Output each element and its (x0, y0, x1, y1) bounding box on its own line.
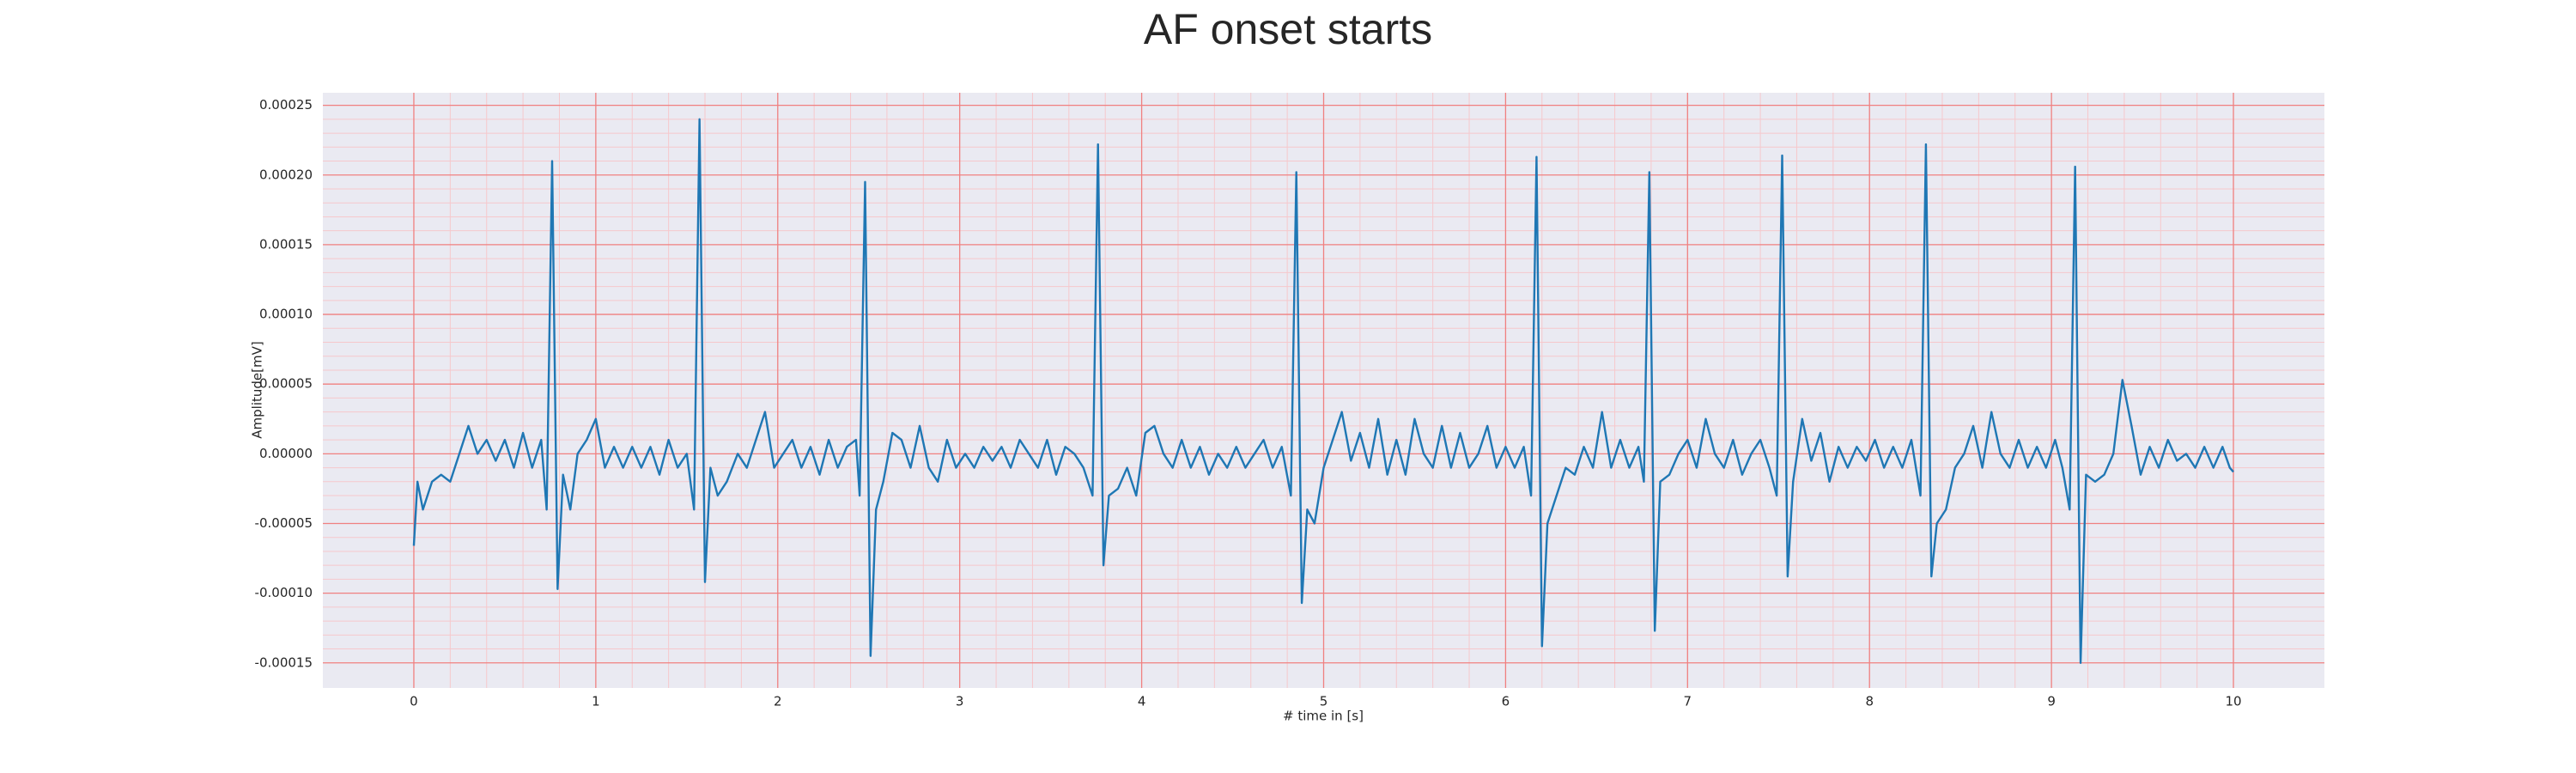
y-tick-label: 0.00020 (259, 167, 313, 182)
ecg-line (412, 118, 2234, 664)
y-tick-label: 0.00010 (259, 307, 313, 322)
x-tick-label: 0 (410, 694, 418, 709)
x-tick-label: 9 (2047, 694, 2056, 709)
x-tick-label: 8 (1865, 694, 1874, 709)
y-tick-label: -0.00005 (255, 515, 313, 531)
y-tick-label: 0.00015 (259, 236, 313, 252)
x-tick-label: 10 (2225, 694, 2241, 709)
y-tick-label: 0.00000 (259, 446, 313, 461)
x-tick-label: 7 (1684, 694, 1692, 709)
y-tick-label: 0.00025 (259, 97, 313, 113)
y-tick-label: -0.00015 (255, 654, 313, 670)
x-tick-label: 3 (956, 694, 964, 709)
x-tick-label: 2 (774, 694, 782, 709)
x-tick-label: 1 (592, 694, 600, 709)
chart-title: AF onset starts (1144, 5, 1432, 53)
x-tick-label: 5 (1320, 694, 1328, 709)
x-axis-label: # time in [s] (1283, 709, 1364, 724)
x-tick-label: 6 (1502, 694, 1510, 709)
x-tick-label: 4 (1138, 694, 1146, 709)
y-tick-label: 0.00005 (259, 376, 313, 392)
y-tick-label: -0.00010 (255, 585, 313, 600)
y-axis-label: Amplitude[mV] (250, 341, 265, 438)
